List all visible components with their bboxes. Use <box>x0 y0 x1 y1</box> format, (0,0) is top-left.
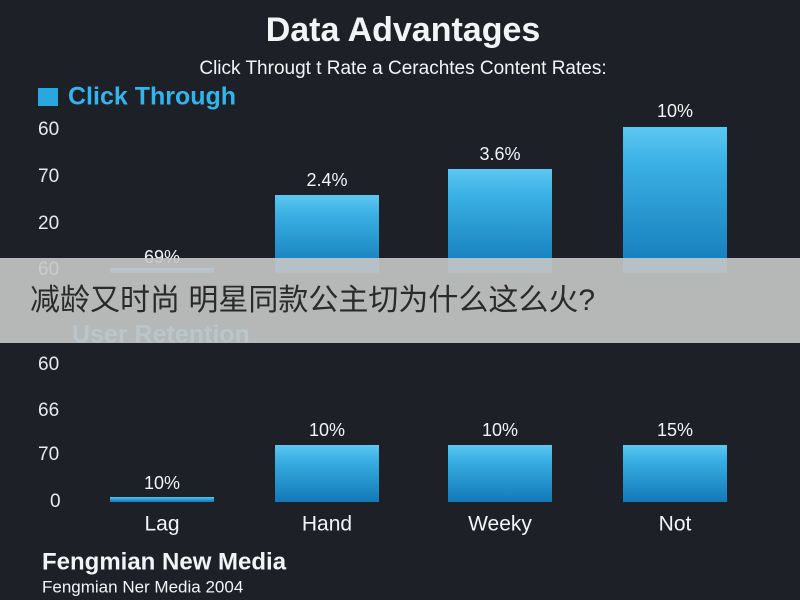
bar-label: 3.6% <box>479 144 520 164</box>
bar <box>448 445 552 502</box>
axis-label: 20 <box>38 213 59 234</box>
axis-label: 60 <box>38 119 59 140</box>
title: Data Advantages <box>266 11 541 49</box>
bar <box>110 497 214 502</box>
axis-label: 70 <box>38 444 59 465</box>
bar-label: 10% <box>482 420 518 440</box>
axis-label: 66 <box>38 400 59 421</box>
subtitle: Click Througt t Rate a Cerachtes Content… <box>199 58 606 79</box>
bar-label: 10% <box>144 473 180 493</box>
bar-label: 2.4% <box>306 170 347 190</box>
axis-label: 60 <box>38 354 59 375</box>
bar-label: 10% <box>309 420 345 440</box>
footer-note: Fengmian Ner Media 2004 <box>42 577 243 596</box>
bar-label: 10% <box>657 101 693 121</box>
banner-text: 减龄又时尚 明星同款公主切为什么这么火? <box>30 284 595 317</box>
bar <box>623 127 727 273</box>
axis-label: 70 <box>38 166 59 187</box>
category-label: Weeky <box>468 513 532 536</box>
bar <box>448 169 552 273</box>
banner <box>0 258 800 343</box>
category-label: Not <box>659 513 692 536</box>
legend-swatch <box>38 88 58 106</box>
bar <box>275 445 379 502</box>
footer-brand: Fengmian New Media <box>42 548 287 575</box>
category-label: Lag <box>144 513 179 536</box>
legend-label: Click Through <box>68 83 236 111</box>
bar-label: 15% <box>657 420 693 440</box>
axis-label: 0 <box>50 491 61 512</box>
category-label: Hand <box>302 513 352 536</box>
bar <box>623 445 727 502</box>
